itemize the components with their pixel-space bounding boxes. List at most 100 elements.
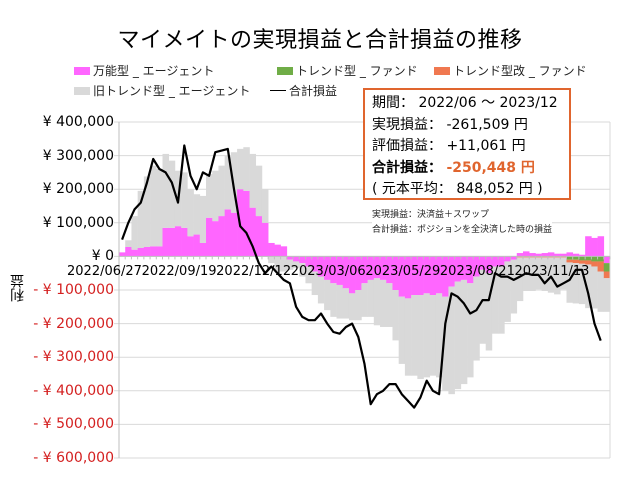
bar-segment (448, 256, 455, 287)
bar-segment (212, 170, 219, 222)
bar-segment (504, 261, 511, 322)
bar-segment (392, 256, 399, 290)
y-tick-label: - ¥ 400,000 (33, 382, 114, 399)
bar-segment (224, 209, 232, 257)
bar-segment (547, 257, 555, 293)
bar-segment (460, 256, 468, 280)
bar-segment (560, 257, 567, 290)
bar-segment (193, 234, 201, 257)
bar-segment (578, 254, 586, 257)
bar-segment (522, 251, 530, 257)
bar-segment (442, 256, 449, 297)
bar-segment (417, 295, 424, 380)
bar-segment (212, 221, 219, 257)
bar-segment (181, 172, 188, 228)
bar-segment (398, 256, 406, 297)
bar-segment (541, 253, 549, 257)
bar-segment (547, 256, 555, 258)
bar-segment (156, 246, 163, 257)
legend-swatch-gray (74, 86, 90, 95)
bar-segment (467, 283, 474, 378)
bar-segment (541, 257, 549, 292)
bar-segment (566, 256, 574, 260)
bar-segment (578, 263, 586, 305)
bar-segment (243, 190, 250, 257)
bar-segment (535, 256, 542, 258)
y-tick-label: ¥ 200,000 (42, 181, 114, 198)
bar-segment (597, 236, 605, 257)
bar-segment (373, 256, 381, 279)
legend-item-total: 合計損益 (270, 82, 337, 99)
bar-segment (566, 259, 574, 263)
bar-segment (361, 256, 368, 284)
x-tick-label: 2022/06/27 (67, 264, 142, 279)
bar-segment (193, 194, 201, 235)
bar-segment (585, 264, 592, 309)
bar-segment (566, 252, 574, 257)
bar-segment (460, 279, 468, 385)
bar-segment (280, 246, 288, 257)
realized-value: -261,509 円 (446, 116, 528, 133)
bar-segment (591, 261, 598, 267)
bar-segment (435, 256, 443, 294)
bar-segment (429, 256, 437, 296)
chart-title: マイメイトの実現損益と合計損益の推移 (117, 28, 523, 53)
x-tick-label: 2022/09/19 (141, 264, 217, 279)
bar-segment (411, 256, 418, 296)
bar-segment (125, 246, 132, 257)
realized-row: 実現損益： -261,509 円 (372, 115, 569, 137)
bar-segment (547, 252, 555, 257)
bar-segment (274, 244, 281, 257)
bar-segment (367, 279, 375, 317)
bar-segment (473, 256, 480, 277)
bar-segment (143, 176, 151, 247)
bar-segment (597, 261, 605, 272)
y-tick-label: ¥ 400,000 (42, 114, 114, 130)
unrealized-row: 評価損益： +11,061 円 (372, 136, 569, 158)
legend-label: トレンド型改 _ ファンド (453, 64, 587, 78)
legend-swatch-pink (74, 66, 90, 75)
bar-segment (554, 256, 561, 258)
bar-segment (442, 296, 449, 391)
bar-segment (249, 207, 257, 257)
x-tick-label: 2023/03/06 (290, 264, 366, 279)
bar-segment (535, 257, 542, 290)
bar-segment (392, 290, 399, 341)
x-tick-label: 2023/05/29 (365, 264, 441, 279)
bar-segment (218, 165, 225, 217)
bar-segment (286, 259, 294, 270)
bar-segment (143, 246, 151, 257)
bar-segment (274, 256, 281, 272)
legend-line-black (270, 90, 286, 91)
total-note: 合計損益：ポジションを全決済した時の損益 (372, 222, 553, 235)
bar-segment (336, 256, 344, 285)
bar-segment (597, 256, 605, 262)
bar-segment (224, 155, 232, 210)
bar-segment (324, 256, 331, 280)
bar-segment (423, 256, 431, 294)
bar-segment (131, 216, 138, 250)
summary-box: 期間： 2022/06 ～ 2023/12 実現損益： -261,509 円 評… (363, 88, 571, 200)
bar-segment (411, 295, 418, 376)
bar-segment (529, 253, 536, 257)
bar-segment (386, 283, 393, 327)
total-label: 合計損益： (372, 159, 442, 176)
bar-segment (348, 256, 356, 294)
bar-segment (479, 256, 486, 270)
bar-segment (404, 256, 412, 299)
bar-segment (330, 283, 337, 317)
bar-segment (249, 153, 257, 208)
bar-segment (255, 216, 263, 257)
bar-segment (417, 256, 424, 296)
bar-segment (174, 226, 182, 257)
bar-segment (237, 148, 244, 190)
bar-segment (572, 253, 580, 257)
bar-segment (230, 152, 238, 213)
bar-segment (554, 257, 561, 295)
legend-label: 万能型 _ エージェント (93, 64, 215, 78)
bar-segment (255, 165, 263, 217)
bar-segment (311, 256, 319, 272)
bar-segment (168, 227, 176, 257)
axes (118, 122, 611, 458)
x-tick-label: 2022/12/12 (216, 264, 292, 279)
